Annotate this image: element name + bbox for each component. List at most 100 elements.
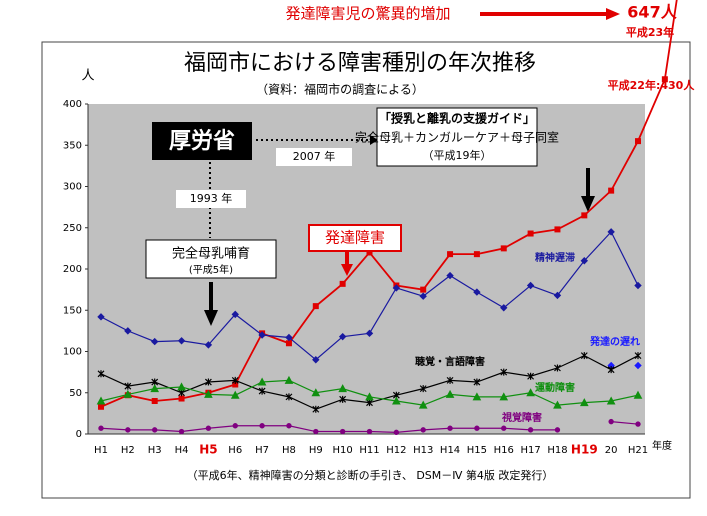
series-label: 精神遅滞: [535, 251, 575, 264]
series-label: 聴覚・言語障害: [415, 355, 485, 368]
point: [501, 425, 507, 431]
x-tick-label: H17: [520, 445, 540, 456]
point: [313, 428, 319, 435]
point: [420, 286, 427, 293]
x-tick-label: H6: [228, 445, 242, 456]
point: [365, 329, 374, 338]
point: [204, 378, 212, 386]
subtitle: （資料：福岡市の調査による）: [256, 82, 424, 97]
y-tick-label: 200: [63, 264, 82, 275]
y-tick-label: 0: [76, 429, 82, 440]
point: [527, 427, 534, 433]
point: [150, 384, 160, 393]
point: [635, 421, 641, 427]
headline-year: 平成23年: [626, 25, 674, 39]
point: [608, 418, 614, 425]
point: [151, 398, 158, 404]
breastfeeding-year: (平成5年): [189, 263, 233, 276]
point: [554, 364, 561, 372]
point: [581, 212, 588, 219]
x-tick-label: 20: [605, 445, 618, 456]
point: [526, 388, 535, 397]
point: [177, 337, 186, 345]
x-tick-label: H16: [494, 445, 514, 456]
point: [257, 377, 267, 386]
year-box: [176, 190, 246, 208]
year-2007: 2007 年: [293, 149, 336, 163]
arrow-head: [606, 8, 620, 20]
series-line: [100, 421, 639, 433]
headline: 発達障害児の驚異的増加: [285, 5, 450, 23]
point: [230, 390, 240, 399]
h22-label: 平成22年:430人: [608, 78, 696, 92]
point: [339, 280, 346, 287]
arrow-head: [581, 196, 595, 212]
year-box: [276, 148, 352, 166]
point: [526, 281, 535, 290]
x-tick-label: H9: [309, 445, 323, 456]
point: [634, 281, 642, 290]
y-axis-label: 人: [81, 69, 94, 84]
y-tick-label: 100: [63, 347, 82, 358]
point: [312, 303, 319, 310]
breastfeeding: 完全母乳哺育: [172, 246, 250, 262]
point: [634, 361, 642, 370]
point: [338, 332, 347, 341]
x-tick-label: H3: [148, 445, 162, 456]
footnote: （平成6年、精神障害の分類と診断の手引き、 DSM－Ⅳ 第4版 改定発行）: [187, 468, 554, 482]
point: [232, 423, 238, 429]
point: [96, 396, 106, 405]
point: [579, 398, 589, 407]
point: [419, 292, 427, 300]
arrow-head: [341, 264, 353, 276]
point: [580, 352, 588, 360]
y-tick-label: 50: [69, 388, 82, 399]
point: [231, 376, 239, 384]
point: [258, 387, 266, 395]
x-tick-label: H8: [282, 445, 296, 456]
point: [633, 390, 643, 399]
point: [554, 427, 561, 433]
x-tick-label: H13: [413, 445, 433, 456]
x-tick-label: H15: [467, 445, 487, 456]
point: [97, 313, 105, 321]
point: [607, 228, 615, 236]
y-tick-label: 300: [63, 182, 82, 193]
point: [527, 230, 534, 237]
point: [500, 245, 507, 252]
x-tick-label: H7: [255, 445, 269, 456]
point: [205, 425, 212, 431]
point: [123, 389, 133, 398]
point: [420, 427, 426, 433]
point: [258, 331, 266, 339]
y-tick-label: 350: [63, 140, 82, 151]
x-tick-label: H11: [359, 445, 379, 456]
point: [392, 396, 401, 405]
guide-year: （平成19年）: [423, 148, 492, 162]
point: [553, 400, 562, 409]
point: [285, 340, 292, 347]
point: [418, 400, 428, 409]
x-tick-label: H12: [386, 445, 406, 456]
point: [365, 392, 374, 401]
point: [447, 425, 453, 431]
point: [98, 425, 104, 431]
point: [311, 388, 321, 397]
point: [445, 389, 455, 398]
x-tick-label: H21: [628, 445, 648, 456]
point: [473, 378, 481, 386]
x-tick-label: H19: [571, 443, 598, 457]
point: [284, 375, 294, 384]
point: [366, 428, 373, 435]
point: [124, 382, 132, 390]
guide-box: [376, 107, 538, 167]
x-tick-label: H10: [333, 445, 353, 456]
x-tick-label: H1: [94, 445, 108, 456]
point: [580, 257, 589, 265]
point: [124, 327, 132, 335]
point: [606, 396, 616, 405]
point: [150, 337, 159, 346]
point: [285, 333, 293, 342]
ministry-box: [152, 122, 252, 160]
